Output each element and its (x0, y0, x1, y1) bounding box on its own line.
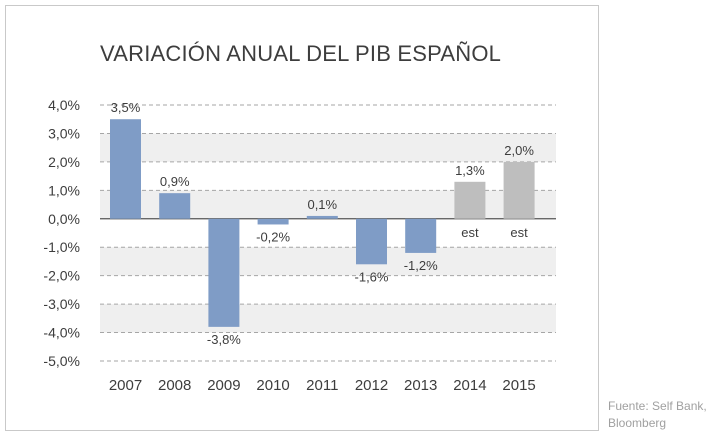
data-labels: 3,5% 0,9% -3,8% -0,2% 0,1% -1,6% -1,2% 1,3% est 2… (111, 100, 535, 347)
chart-title: VARIACIÓN ANUAL DEL PIB ESPAÑOL (100, 41, 502, 66)
bar (356, 218, 387, 265)
data-label: -1,2% (404, 258, 438, 273)
y-axis: 4,0% 3,0% 2,0% 1,0% 0,0% -1,0% -2,0% -3,0% -4,0%… (43, 97, 80, 369)
estimate-note: est (510, 225, 528, 240)
estimate-note: est (461, 225, 479, 240)
y-tick-label: 4,0% (48, 97, 80, 113)
y-tick-label: -3,0% (43, 296, 80, 312)
source-note: Fuente: Self Bank, Bloomberg (608, 398, 726, 432)
bar (159, 193, 191, 219)
bar (405, 218, 437, 253)
x-axis: 2007 2008 2009 2010 2011 2012 2013 2014 2015 (109, 377, 536, 394)
y-tick-label: -5,0% (43, 353, 80, 369)
source-line-1: Fuente: Self Bank, (608, 399, 707, 413)
x-tick-label: 2015 (502, 377, 535, 394)
x-tick-label: 2008 (158, 377, 191, 394)
bar (503, 161, 535, 219)
y-tick-label: 1,0% (48, 182, 80, 198)
bar (110, 119, 141, 219)
x-tick-label: 2013 (404, 377, 437, 394)
x-tick-label: 2014 (453, 377, 486, 394)
bars (110, 119, 535, 327)
band (100, 133, 556, 162)
source-line-2: Bloomberg (608, 416, 667, 430)
data-label: -3,8% (207, 332, 241, 347)
bar (454, 181, 486, 219)
bar (306, 215, 338, 219)
data-label: 3,5% (111, 100, 141, 115)
data-label: -1,6% (355, 269, 389, 284)
y-tick-label: -4,0% (43, 325, 80, 341)
y-tick-label: -2,0% (43, 268, 80, 284)
data-label: 2,0% (504, 143, 534, 158)
background-bands (100, 105, 556, 361)
data-label: -0,2% (256, 229, 290, 244)
y-tick-label: 2,0% (48, 154, 80, 170)
y-tick-label: -1,0% (43, 239, 80, 255)
band (100, 105, 556, 134)
y-tick-label: 3,0% (48, 125, 80, 141)
data-label: 0,9% (160, 174, 190, 189)
x-tick-label: 2011 (306, 377, 338, 394)
data-label: 0,1% (307, 197, 337, 212)
x-tick-label: 2010 (256, 377, 289, 394)
x-tick-label: 2012 (355, 377, 388, 394)
bar (257, 218, 289, 225)
y-tick-label: 0,0% (48, 211, 80, 227)
band (100, 218, 556, 248)
bar (208, 218, 240, 327)
x-tick-label: 2009 (207, 377, 240, 394)
band (100, 304, 556, 333)
data-label: 1,3% (455, 163, 485, 178)
band (100, 247, 556, 276)
band (100, 275, 556, 305)
x-tick-label: 2007 (109, 377, 142, 394)
band (100, 332, 556, 361)
